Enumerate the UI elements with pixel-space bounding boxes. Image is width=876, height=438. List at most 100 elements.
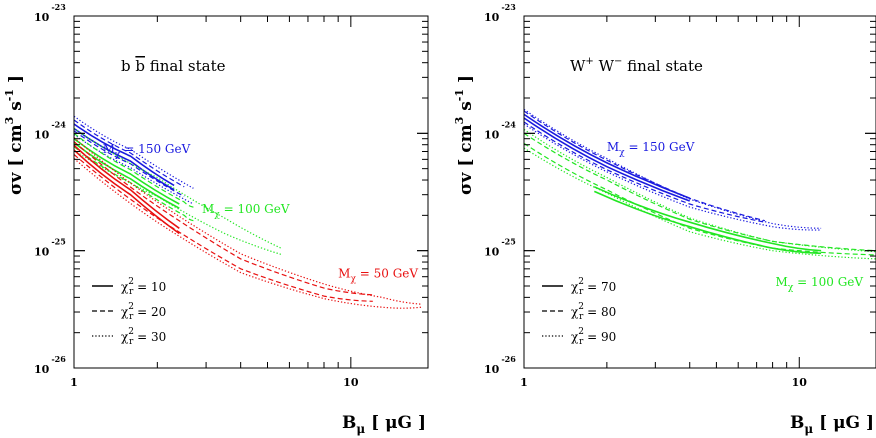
x-axis-title-unit: [ μG ] xyxy=(813,413,874,433)
y-tick-label-base: 10 xyxy=(484,11,500,24)
series-line-blue-solid xyxy=(523,113,690,199)
y-tick-label: 10-24 xyxy=(484,119,516,141)
series-line-blue-dotted xyxy=(73,115,194,189)
mass-label-main: M xyxy=(776,275,788,289)
panel-title-part: − xyxy=(614,56,622,67)
series-line-red-solid xyxy=(73,149,180,235)
mass-label-rest: = 100 GeV xyxy=(220,202,290,216)
x-tick-label: 10 xyxy=(792,376,808,389)
legend-label-sup: 2 xyxy=(128,302,134,312)
y-axis-title-end: ] xyxy=(456,75,476,89)
legend-label-main: χ xyxy=(571,280,579,294)
series-line-red-dashed xyxy=(73,141,373,296)
series-line-green-dotted xyxy=(523,128,876,253)
y-axis-title: σv [ cm3 s-1 ] xyxy=(453,75,476,195)
legend-label-rest: = 10 xyxy=(133,280,166,294)
y-axis-title-main: σv [ cm xyxy=(456,124,476,195)
y-axis-title-sup: -1 xyxy=(453,89,466,101)
panel-title-part: W xyxy=(570,57,586,75)
mass-label-sub: χ xyxy=(788,283,794,293)
y-tick-label: 10-24 xyxy=(34,119,66,141)
y-tick-label: 10-23 xyxy=(34,2,66,24)
y-tick-label-base: 10 xyxy=(484,363,500,376)
legend-label-sup: 2 xyxy=(128,327,134,337)
mass-label-red: Mχ = 50 GeV xyxy=(338,267,418,285)
legend-label-sub: r xyxy=(579,312,584,322)
series-line-green-solid xyxy=(593,186,822,252)
panel-title: W+ W− final state xyxy=(570,56,703,75)
y-tick-label: 10-26 xyxy=(484,354,516,376)
x-tick-label: 1 xyxy=(70,376,78,389)
panel-title-part: b xyxy=(121,57,135,75)
x-axis-title-main: B xyxy=(342,413,356,433)
series-line-red-dashed xyxy=(73,154,373,302)
legend-label-sup: 2 xyxy=(128,277,134,287)
legend-label: χ2 r = 20 xyxy=(121,302,166,322)
series-line-blue-dashed xyxy=(73,119,185,188)
y-tick-label-exp: -24 xyxy=(501,119,516,129)
legend-label-rest: = 30 xyxy=(133,330,166,344)
y-tick-label: 10-23 xyxy=(484,2,516,24)
y-axis-title-sup: -1 xyxy=(3,89,16,101)
legend-label-sub: r xyxy=(579,287,584,297)
y-axis-title: σv [ cm3 s-1 ] xyxy=(3,75,26,195)
series-line-blue-solid xyxy=(523,117,690,202)
legend-label: χ2 r = 80 xyxy=(571,302,616,322)
mass-label-rest: = 50 GeV xyxy=(356,267,418,281)
y-tick-label: 10-26 xyxy=(34,354,66,376)
series-line-green-solid xyxy=(593,190,822,255)
y-tick-label-base: 10 xyxy=(34,128,50,141)
panel-title-part: final state xyxy=(145,57,226,75)
y-axis-title-end: ] xyxy=(6,75,26,89)
panel-title: b b final state xyxy=(121,57,226,75)
mass-label-green: Mχ = 100 GeV xyxy=(776,275,864,293)
panel-title-part: W xyxy=(594,57,615,75)
legend-label: χ2 r = 30 xyxy=(121,327,166,347)
series-line-green-dotted xyxy=(73,128,282,249)
legend-label: χ2 r = 70 xyxy=(571,277,616,297)
mass-label-sub: χ xyxy=(115,150,121,160)
y-axis-title-main: σv [ cm xyxy=(6,124,26,195)
legend-label-sub: r xyxy=(129,287,134,297)
x-axis-title: Bμ [ μG ] xyxy=(790,413,874,436)
mass-label-main: M xyxy=(202,202,214,216)
legend-label-main: χ xyxy=(571,305,579,319)
series-line-green-dashed xyxy=(73,132,194,208)
x-axis-title-main: B xyxy=(790,413,804,433)
y-axis-title-mid: s xyxy=(456,101,476,117)
mass-label-blue: Mχ = 150 GeV xyxy=(607,140,695,158)
y-tick-label-exp: -23 xyxy=(51,2,66,12)
legend-label-sub: r xyxy=(129,337,134,347)
y-tick-label-base: 10 xyxy=(34,246,50,259)
legend-label-sup: 2 xyxy=(578,327,584,337)
y-axis-title-sup: 3 xyxy=(3,117,16,125)
legend-label-main: χ xyxy=(121,305,129,319)
legend-label-rest: = 80 xyxy=(583,305,616,319)
x-axis-title-sub: μ xyxy=(804,422,813,436)
x-tick-label: 1 xyxy=(520,376,528,389)
legend-label-sub: r xyxy=(129,312,134,322)
mass-label-green: Mχ = 100 GeV xyxy=(202,202,290,220)
legend-label-rest: = 90 xyxy=(583,330,616,344)
x-axis-title-sub: μ xyxy=(356,422,365,436)
y-axis-title-mid: s xyxy=(6,101,26,117)
y-tick-label-exp: -25 xyxy=(501,237,515,247)
series-line-blue-dotted xyxy=(523,108,822,229)
mass-label-main: M xyxy=(103,142,115,156)
panel-title-part: final state xyxy=(622,57,703,75)
legend-label-main: χ xyxy=(121,280,129,294)
y-tick-label-base: 10 xyxy=(34,11,50,24)
panel-title-part: b xyxy=(135,57,145,75)
y-tick-label-base: 10 xyxy=(34,363,50,376)
legend-label-sup: 2 xyxy=(578,302,584,312)
plot-frame xyxy=(73,15,429,369)
mass-label-sub: χ xyxy=(214,210,220,220)
legend-label-main: χ xyxy=(121,330,129,344)
legend-label: χ2 r = 10 xyxy=(121,277,166,297)
series-line-green-dashed xyxy=(73,146,194,222)
mass-label-blue: Mχ = 150 GeV xyxy=(103,142,191,160)
y-tick-label-exp: -26 xyxy=(51,354,66,364)
